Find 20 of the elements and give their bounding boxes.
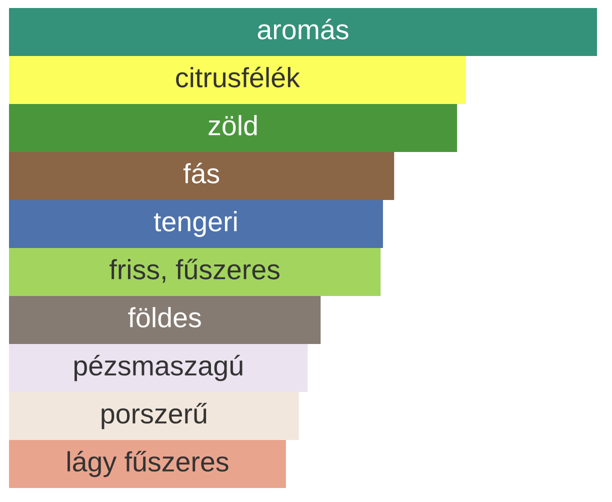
bar [9, 392, 299, 440]
y-tick-label: pézsmaszagú [74, 354, 242, 382]
bar [9, 200, 383, 248]
y-tick-label: porszerű [102, 402, 207, 430]
y-tick-label: zöld [208, 115, 257, 136]
y-tick-label: tengeri [154, 211, 237, 237]
bar [9, 56, 466, 104]
bar [9, 104, 458, 152]
y-tick-label: friss, fűszeres [110, 258, 280, 283]
y-tick-label: lágy fűszeres [68, 450, 228, 478]
bar [9, 248, 381, 296]
y-tick-label: citrusfélék [176, 66, 300, 88]
bar [9, 440, 286, 488]
bar [9, 296, 321, 344]
y-tick-label: fás [183, 162, 220, 184]
y-tick-label: aromás [258, 18, 348, 40]
bar [9, 152, 394, 200]
y-tick-label: földes [128, 307, 201, 328]
bar [9, 8, 597, 56]
bar [9, 344, 308, 392]
